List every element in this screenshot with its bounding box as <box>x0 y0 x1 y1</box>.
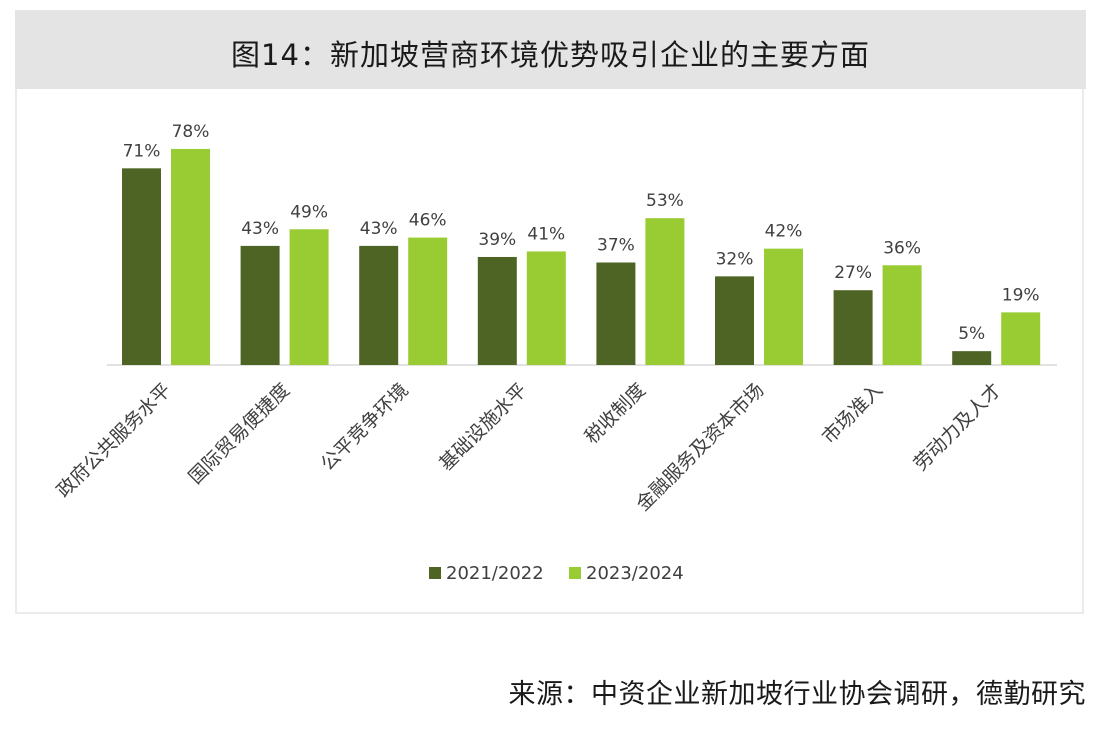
data-label-2021-2022-6: 27% <box>834 263 872 283</box>
bar-chart: 71% 78% 政府公共服务水平 43% 49% 国际贸易便捷度 43% 46% 公平竞争环境 3… <box>52 122 1057 584</box>
category-label-1: 国际贸易便捷度 <box>185 379 295 489</box>
data-label-2023-2024-2: 46% <box>409 211 447 231</box>
bar-2021-2022-5 <box>715 276 754 365</box>
category-label-7: 劳动力及人才 <box>910 379 1006 475</box>
data-label-2023-2024-4: 53% <box>646 191 684 211</box>
bar-2021-2022-1 <box>240 245 280 365</box>
bar-2021-2022-3 <box>477 256 517 365</box>
bar-2023-2024-0 <box>171 148 210 365</box>
bar-2021-2022-2 <box>359 245 399 365</box>
category-label-2: 公平竞争环境 <box>317 379 413 475</box>
data-label-2023-2024-3: 41% <box>527 224 565 244</box>
category-label-3: 基础设施水平 <box>435 379 531 475</box>
bar-2023-2024-1 <box>289 229 329 365</box>
bar-2023-2024-4 <box>645 218 685 365</box>
data-label-2021-2022-2: 43% <box>360 219 398 239</box>
bar-2023-2024-5 <box>764 248 803 365</box>
data-label-2021-2022-3: 39% <box>478 230 516 250</box>
legend-swatch-2023-2024 <box>569 567 581 579</box>
bar-2023-2024-7 <box>1001 312 1041 365</box>
bar-2023-2024-2 <box>408 237 448 365</box>
category-label-6: 市场准入 <box>818 379 887 448</box>
category-label-0: 政府公共服务水平 <box>52 379 175 502</box>
data-label-2023-2024-5: 42% <box>765 222 803 242</box>
source-note: 来源：中资企业新加坡行业协会调研，德勤研究 <box>508 679 1086 710</box>
bar-2021-2022-4 <box>596 262 636 365</box>
legend-label-2023-2024: 2023/2024 <box>586 563 684 584</box>
legend-swatch-2021-2022 <box>429 567 441 579</box>
chart-area: 71% 78% 政府公共服务水平 43% 49% 国际贸易便捷度 43% 46% 公平竞争环境 3… <box>15 89 1084 614</box>
data-label-2023-2024-6: 36% <box>883 238 921 258</box>
bar-2021-2022-0 <box>122 168 161 365</box>
bar-2023-2024-3 <box>526 251 566 365</box>
bar-2023-2024-6 <box>882 265 922 365</box>
data-label-2021-2022-4: 37% <box>597 236 635 256</box>
data-label-2021-2022-1: 43% <box>241 219 279 239</box>
chart-title: 图14：新加坡营商环境优势吸引企业的主要方面 <box>231 38 870 72</box>
data-label-2021-2022-5: 32% <box>716 249 754 269</box>
data-label-2021-2022-0: 71% <box>123 141 161 161</box>
data-label-2021-2022-7: 5% <box>958 324 985 344</box>
category-label-4: 税收制度 <box>581 379 650 448</box>
category-label-5: 金融服务及资本市场 <box>632 379 768 515</box>
data-label-2023-2024-0: 78% <box>172 122 210 142</box>
data-label-2023-2024-7: 19% <box>1002 285 1040 305</box>
data-label-2023-2024-1: 49% <box>290 202 328 222</box>
title-bar: 图14：新加坡营商环境优势吸引企业的主要方面 <box>15 10 1086 89</box>
bar-2021-2022-6 <box>833 290 873 365</box>
bar-2021-2022-7 <box>952 351 992 365</box>
legend-label-2021-2022: 2021/2022 <box>446 563 544 584</box>
